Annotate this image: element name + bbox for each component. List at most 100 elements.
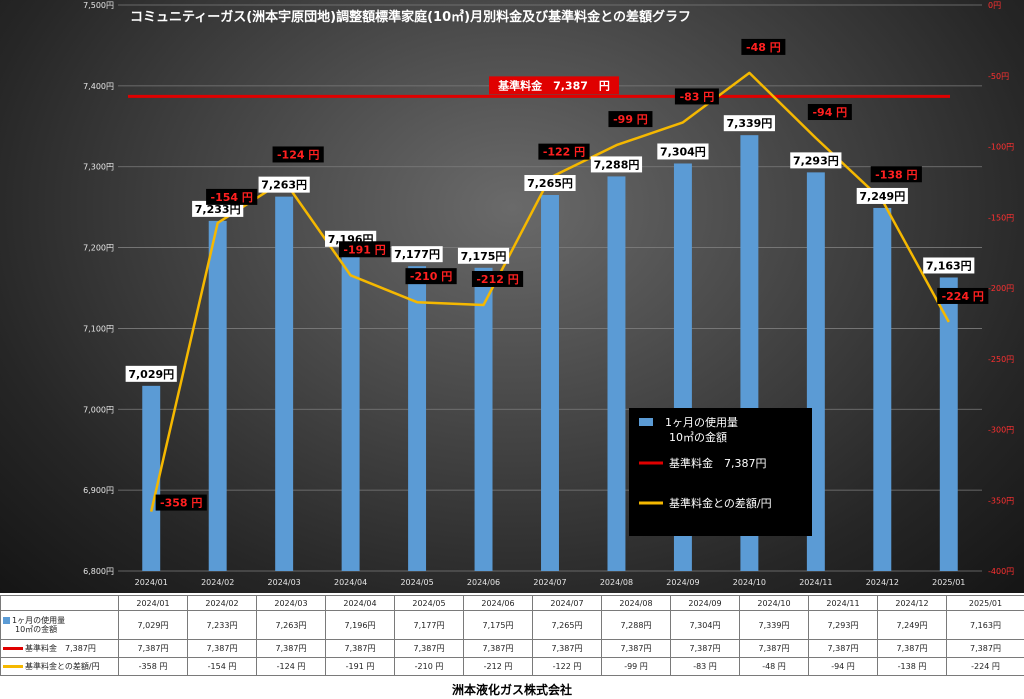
table-header-cell: 2024/03	[256, 595, 326, 611]
row-label: 基準料金との差額/円	[25, 662, 100, 671]
y-left-tick-label: 7,200円	[83, 244, 114, 253]
bar-value-label-box	[258, 176, 310, 193]
difference-value-label-box	[339, 241, 391, 258]
bar-value-label-box	[723, 115, 775, 132]
bar	[474, 267, 493, 571]
difference-value-label: -224 円	[942, 290, 984, 303]
table-cell: 7,387円	[325, 639, 395, 658]
row-label-line2: 10㎥の金額	[15, 625, 58, 634]
table-header-cell: 2024/11	[808, 595, 878, 611]
difference-value-label-box	[471, 270, 524, 287]
table-corner-cell	[0, 595, 119, 611]
bar-value-label: 7,175円	[461, 250, 507, 263]
bar-value-label: 7,163円	[926, 259, 972, 272]
table-row-header: 基準料金 7,387円	[0, 639, 119, 658]
y-left-tick-label: 7,300円	[83, 163, 114, 172]
difference-value-label-box	[155, 494, 207, 511]
bar-value-label: 7,263円	[261, 179, 307, 192]
table-cell: -212 円	[463, 657, 533, 676]
table-cell: 7,288円	[601, 610, 671, 640]
x-tick-label: 2024/11	[799, 578, 832, 587]
bar-value-label-box	[923, 257, 975, 274]
difference-value-label-box	[807, 104, 852, 121]
difference-value-label-box	[937, 287, 989, 304]
difference-value-label-box	[206, 188, 258, 205]
difference-value-label: -99 円	[613, 113, 648, 126]
x-tick-label: 2024/08	[600, 578, 633, 587]
table-header-cell: 2024/08	[601, 595, 671, 611]
y-right-tick-label: -400円	[988, 567, 1014, 576]
reference-label-box	[489, 76, 619, 95]
y-left-tick-label: 6,800円	[83, 567, 114, 576]
y-right-tick-label: -50円	[988, 72, 1009, 81]
bar-value-label-box	[391, 246, 443, 263]
table-cell: 7,196円	[325, 610, 395, 640]
table-header-cell: 2024/01	[118, 595, 188, 611]
table-cell: 7,387円	[463, 639, 533, 658]
bar	[939, 277, 958, 571]
difference-value-label-box	[272, 146, 324, 163]
legend-bar-key	[639, 418, 653, 426]
difference-value-label-box	[608, 111, 653, 128]
table-cell: -138 円	[877, 657, 947, 676]
table-cell: 7,387円	[118, 639, 188, 658]
y-left-tick-label: 7,400円	[83, 82, 114, 91]
x-tick-label: 2024/07	[533, 578, 566, 587]
table-cell: 7,249円	[877, 610, 947, 640]
table-cell: 7,163円	[946, 610, 1024, 640]
table-cell: 7,339円	[739, 610, 809, 640]
table-cell: 7,387円	[739, 639, 809, 658]
bar-value-label-box	[125, 365, 177, 382]
table-header-cell: 2024/06	[463, 595, 533, 611]
table-cell: 7,233円	[187, 610, 257, 640]
bar	[607, 176, 626, 571]
table-header-cell: 2025/01	[946, 595, 1024, 611]
bar-value-label: 7,288円	[594, 158, 640, 171]
table-header-cell: 2024/02	[187, 595, 257, 611]
difference-value-label: -83 円	[680, 90, 715, 103]
bar	[541, 195, 559, 571]
difference-value-label: -94 円	[812, 106, 847, 119]
table-cell: 7,387円	[532, 639, 602, 658]
table-cell: -122 円	[532, 657, 602, 676]
x-tick-label: 2024/09	[666, 578, 699, 587]
data-table: 2024/01 2024/02 2024/03 2024/04 2024/05 2024/…	[0, 595, 1024, 676]
table-row: 基準料金 7,387円 7,387円 7,387円 7,387円 7,387円 7,387…	[0, 639, 1024, 658]
table-header-cell: 2024/07	[532, 595, 602, 611]
table-row: 1ヶ月の使用量 10㎥の金額 7,029円 7,233円 7,263円 7,196円 7,1…	[0, 610, 1024, 640]
reference-label: 基準料金 7,387 円	[497, 78, 610, 92]
legend-red-label: 基準料金 7,387円	[669, 456, 767, 470]
legend-key	[3, 617, 10, 624]
table-row-header: 1ヶ月の使用量 10㎥の金額	[0, 610, 119, 640]
bar-value-label: 7,233円	[195, 203, 241, 216]
difference-value-label-box	[538, 143, 590, 160]
table-cell: 7,263円	[256, 610, 326, 640]
difference-value-label: -138 円	[875, 168, 917, 181]
y-right-tick-label: 0円	[988, 1, 1001, 10]
table-cell: -83 円	[670, 657, 740, 676]
table-header-cell: 2024/10	[739, 595, 809, 611]
table-cell: 7,265円	[532, 610, 602, 640]
bar-value-label-box	[856, 187, 908, 204]
y-left-tick-label: 7,000円	[83, 405, 114, 414]
bar	[341, 250, 360, 571]
table-cell: -191 円	[325, 657, 395, 676]
bar-value-label: 7,265円	[527, 177, 573, 190]
chart-svg: 6,800円 6,900円 7,000円 7,100円 7,200円 7,300円 7,40…	[83, 1, 1014, 587]
table-row: 基準料金との差額/円 -358 円 -154 円 -124 円 -191 円 -210 円…	[0, 657, 1024, 676]
legend-key	[3, 647, 23, 650]
y-left-tick-label: 7,100円	[83, 324, 114, 333]
x-tick-label: 2024/10	[733, 578, 766, 587]
difference-value-label: -212 円	[476, 273, 518, 286]
y-right-tick-label: -100円	[988, 143, 1014, 152]
difference-value-label-box	[674, 88, 719, 105]
bar-value-label-box	[590, 156, 643, 173]
bar-value-label: 7,249円	[859, 190, 905, 203]
bar-value-label: 7,304円	[660, 145, 706, 158]
row-label-line1: 1ヶ月の使用量	[12, 616, 66, 625]
table-cell: -48 円	[739, 657, 809, 676]
table-header-cell: 2024/04	[325, 595, 395, 611]
bar	[208, 220, 227, 572]
y-right-tick-label: -150円	[988, 213, 1014, 222]
difference-value-label: -358 円	[160, 497, 202, 510]
